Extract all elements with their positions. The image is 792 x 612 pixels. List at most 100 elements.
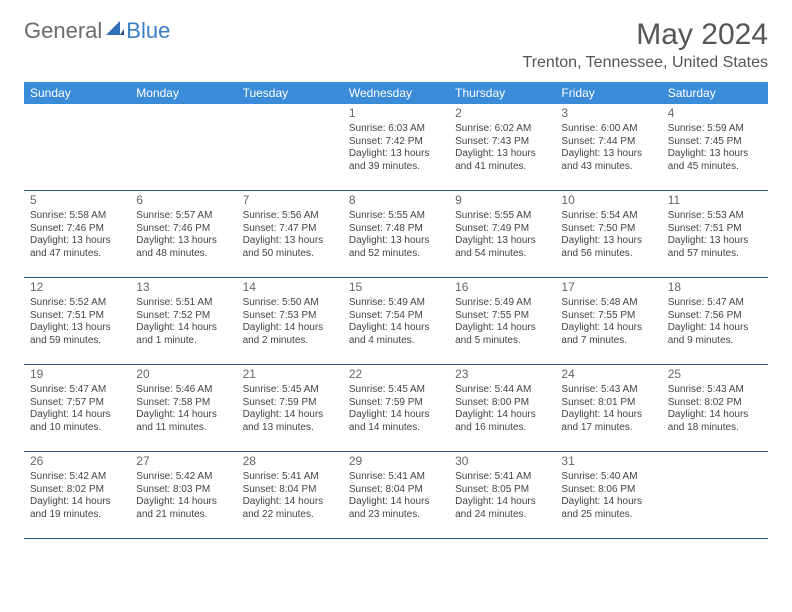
sunset-text: Sunset: 7:47 PM: [243, 223, 337, 236]
sunset-text: Sunset: 7:46 PM: [30, 223, 124, 236]
sunset-text: Sunset: 7:43 PM: [455, 136, 549, 149]
calendar-day-cell: 26Sunrise: 5:42 AMSunset: 8:02 PMDayligh…: [24, 452, 130, 539]
calendar-day-cell: 20Sunrise: 5:46 AMSunset: 7:58 PMDayligh…: [130, 365, 236, 452]
brand-blue-text: Blue: [126, 18, 170, 44]
daylight-text: Daylight: 13 hours and 59 minutes.: [30, 322, 124, 347]
day-number: 21: [243, 367, 337, 382]
daylight-text: Daylight: 13 hours and 41 minutes.: [455, 148, 549, 173]
daylight-text: Daylight: 13 hours and 54 minutes.: [455, 235, 549, 260]
sunrise-text: Sunrise: 5:51 AM: [136, 297, 230, 310]
daylight-text: Daylight: 14 hours and 1 minute.: [136, 322, 230, 347]
daylight-text: Daylight: 14 hours and 21 minutes.: [136, 496, 230, 521]
sunset-text: Sunset: 7:59 PM: [349, 397, 443, 410]
month-title: May 2024: [523, 18, 768, 52]
sunrise-text: Sunrise: 5:44 AM: [455, 384, 549, 397]
calendar-week-row: 1 Sunrise: 6:03 AMSunset: 7:42 PM Daylight…: [24, 104, 768, 191]
daylight-text: Daylight: 14 hours and 4 minutes.: [349, 322, 443, 347]
sunset-text: Sunset: 7:48 PM: [349, 223, 443, 236]
calendar-day-cell: [237, 104, 343, 191]
sunrise-text: Sunrise: 5:55 AM: [455, 210, 549, 223]
calendar-day-cell: [662, 452, 768, 539]
sunset-text: Sunset: 7:42 PM: [349, 136, 443, 149]
calendar-day-cell: 23Sunrise: 5:44 AMSunset: 8:00 PMDayligh…: [449, 365, 555, 452]
sunrise-text: Sunrise: 5:50 AM: [243, 297, 337, 310]
calendar-day-cell: 6Sunrise: 5:57 AMSunset: 7:46 PMDaylight…: [130, 191, 236, 278]
day-number: 25: [668, 367, 762, 382]
header: General Blue May 2024 Trenton, Tennessee…: [24, 18, 768, 72]
title-block: May 2024 Trenton, Tennessee, United Stat…: [523, 18, 768, 72]
calendar-day-cell: 12Sunrise: 5:52 AMSunset: 7:51 PMDayligh…: [24, 278, 130, 365]
sunrise-text: Sunrise: 6:02 AM: [455, 123, 549, 136]
sunset-text: Sunset: 8:02 PM: [668, 397, 762, 410]
brand-general-text: General: [24, 18, 102, 44]
sunrise-text: Sunrise: 5:41 AM: [243, 471, 337, 484]
daylight-text: Daylight: 14 hours and 10 minutes.: [30, 409, 124, 434]
day-number: 27: [136, 454, 230, 469]
calendar-day-cell: 11Sunrise: 5:53 AMSunset: 7:51 PMDayligh…: [662, 191, 768, 278]
sunrise-text: Sunrise: 5:45 AM: [243, 384, 337, 397]
sunset-text: Sunset: 8:02 PM: [30, 484, 124, 497]
sunset-text: Sunset: 7:44 PM: [561, 136, 655, 149]
calendar-day-cell: 9Sunrise: 5:55 AMSunset: 7:49 PMDaylight…: [449, 191, 555, 278]
daylight-text: Daylight: 14 hours and 22 minutes.: [243, 496, 337, 521]
sunrise-text: Sunrise: 5:41 AM: [349, 471, 443, 484]
day-number: 1: [349, 106, 443, 121]
daylight-text: Daylight: 13 hours and 57 minutes.: [668, 235, 762, 260]
day-number: 24: [561, 367, 655, 382]
day-number: 11: [668, 193, 762, 208]
calendar-week-row: 5Sunrise: 5:58 AMSunset: 7:46 PMDaylight…: [24, 191, 768, 278]
sunrise-text: Sunrise: 5:42 AM: [136, 471, 230, 484]
sunrise-text: Sunrise: 5:48 AM: [561, 297, 655, 310]
day-number: 30: [455, 454, 549, 469]
sunrise-text: Sunrise: 5:47 AM: [668, 297, 762, 310]
day-number: 17: [561, 280, 655, 295]
sunset-text: Sunset: 8:05 PM: [455, 484, 549, 497]
day-number: 23: [455, 367, 549, 382]
sunrise-text: Sunrise: 6:03 AM: [349, 123, 443, 136]
daylight-text: Daylight: 13 hours and 50 minutes.: [243, 235, 337, 260]
sunrise-text: Sunrise: 6:00 AM: [561, 123, 655, 136]
daylight-text: Daylight: 14 hours and 13 minutes.: [243, 409, 337, 434]
daylight-text: Daylight: 14 hours and 23 minutes.: [349, 496, 443, 521]
daylight-text: Daylight: 13 hours and 45 minutes.: [668, 148, 762, 173]
daylight-text: Daylight: 14 hours and 19 minutes.: [30, 496, 124, 521]
daylight-text: Daylight: 14 hours and 2 minutes.: [243, 322, 337, 347]
day-number: 16: [455, 280, 549, 295]
dow-monday: Monday: [130, 82, 236, 104]
sunset-text: Sunset: 7:45 PM: [668, 136, 762, 149]
calendar-header-row: Sunday Monday Tuesday Wednesday Thursday…: [24, 82, 768, 104]
sunset-text: Sunset: 7:54 PM: [349, 310, 443, 323]
calendar-day-cell: 3Sunrise: 6:00 AMSunset: 7:44 PMDaylight…: [555, 104, 661, 191]
sunrise-text: Sunrise: 5:43 AM: [561, 384, 655, 397]
daylight-text: Daylight: 14 hours and 25 minutes.: [561, 496, 655, 521]
calendar-day-cell: 29Sunrise: 5:41 AMSunset: 8:04 PMDayligh…: [343, 452, 449, 539]
sunrise-text: Sunrise: 5:49 AM: [455, 297, 549, 310]
day-number: 8: [349, 193, 443, 208]
calendar-week-row: 26Sunrise: 5:42 AMSunset: 8:02 PMDayligh…: [24, 452, 768, 539]
sunrise-text: Sunrise: 5:55 AM: [349, 210, 443, 223]
sunrise-text: Sunrise: 5:47 AM: [30, 384, 124, 397]
daylight-text: Daylight: 13 hours and 52 minutes.: [349, 235, 443, 260]
sunset-text: Sunset: 7:56 PM: [668, 310, 762, 323]
calendar-day-cell: 14Sunrise: 5:50 AMSunset: 7:53 PMDayligh…: [237, 278, 343, 365]
sunset-text: Sunset: 7:55 PM: [455, 310, 549, 323]
day-number: 18: [668, 280, 762, 295]
day-number: 15: [349, 280, 443, 295]
day-number: 10: [561, 193, 655, 208]
dow-thursday: Thursday: [449, 82, 555, 104]
sunset-text: Sunset: 8:04 PM: [243, 484, 337, 497]
sunrise-text: Sunrise: 5:54 AM: [561, 210, 655, 223]
calendar-day-cell: 7Sunrise: 5:56 AMSunset: 7:47 PMDaylight…: [237, 191, 343, 278]
calendar-page: General Blue May 2024 Trenton, Tennessee…: [0, 0, 792, 557]
daylight-text: Daylight: 14 hours and 5 minutes.: [455, 322, 549, 347]
day-number: 4: [668, 106, 762, 121]
sunset-text: Sunset: 8:00 PM: [455, 397, 549, 410]
day-number: 31: [561, 454, 655, 469]
calendar-day-cell: 5Sunrise: 5:58 AMSunset: 7:46 PMDaylight…: [24, 191, 130, 278]
location-text: Trenton, Tennessee, United States: [523, 54, 768, 72]
calendar-day-cell: 10Sunrise: 5:54 AMSunset: 7:50 PMDayligh…: [555, 191, 661, 278]
daylight-text: Daylight: 14 hours and 18 minutes.: [668, 409, 762, 434]
sunrise-text: Sunrise: 5:57 AM: [136, 210, 230, 223]
calendar-day-cell: 8 Sunrise: 5:55 AMSunset: 7:48 PMDaylight…: [343, 191, 449, 278]
dow-saturday: Saturday: [662, 82, 768, 104]
